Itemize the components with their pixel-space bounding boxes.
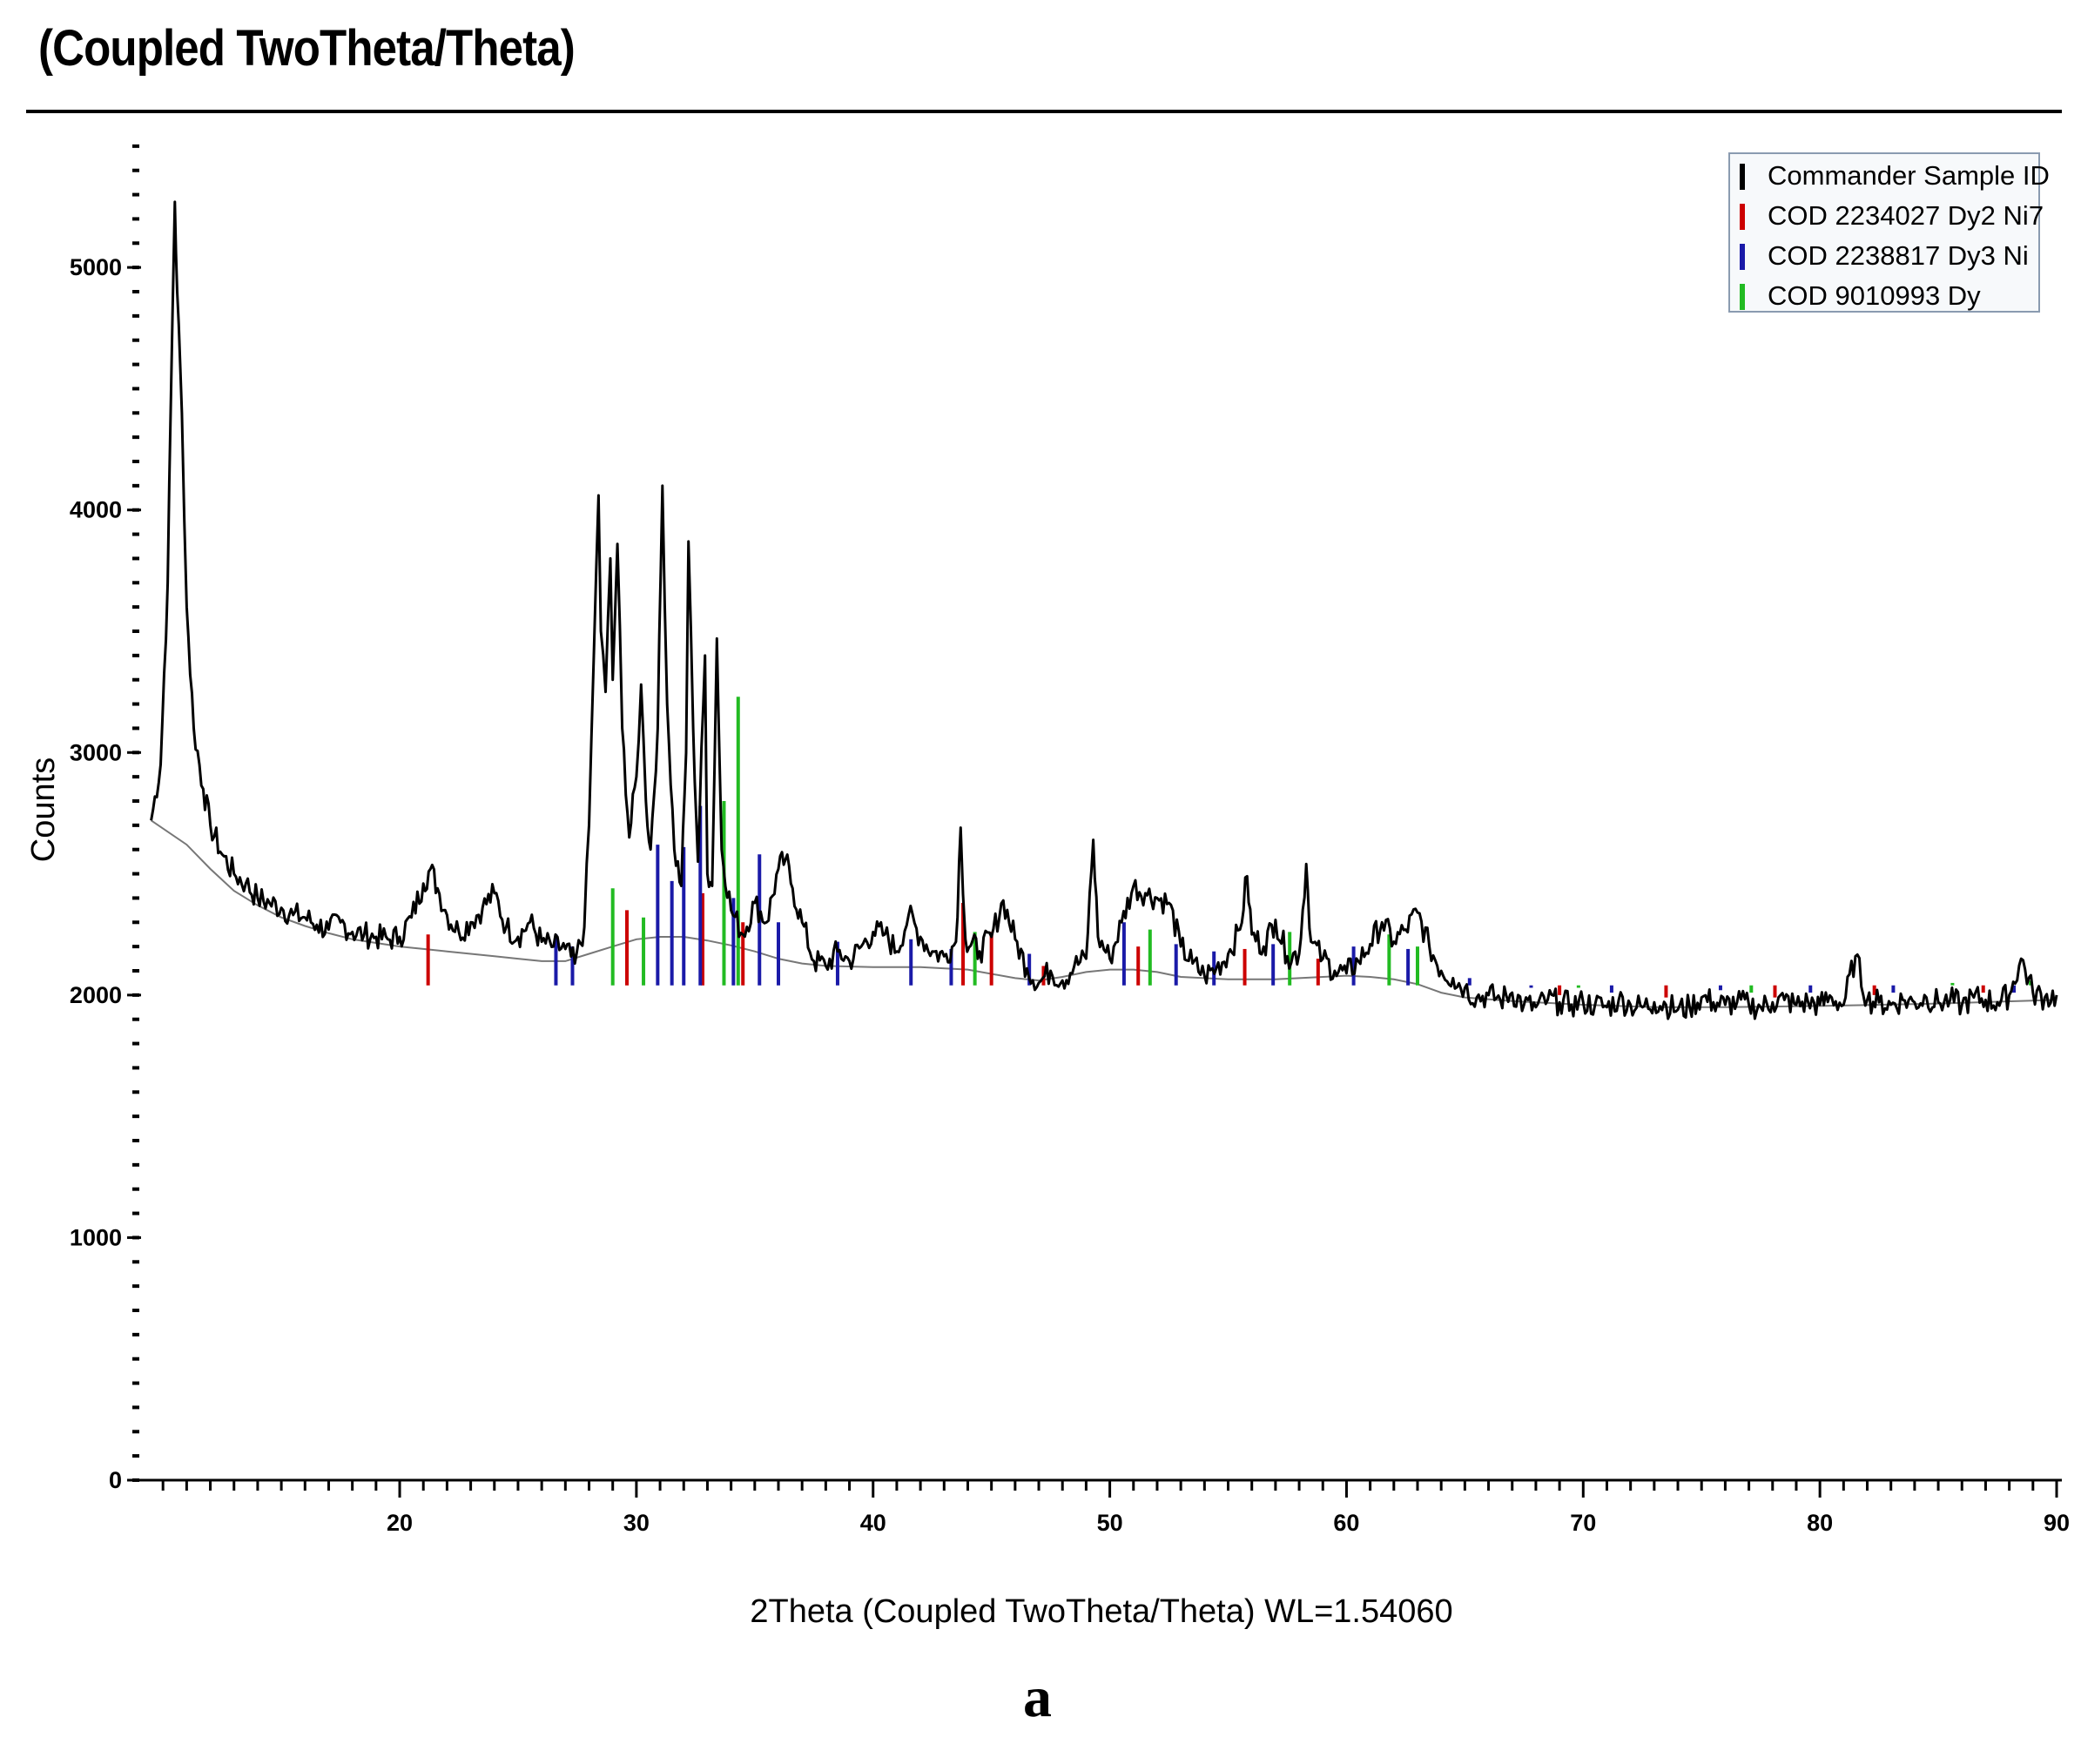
y-axis-title: Counts xyxy=(25,757,62,862)
background-curve xyxy=(151,819,2057,1008)
legend-marker xyxy=(1740,284,1745,310)
x-ticks-group: 20 30 40 50 60 70 80 90 xyxy=(161,1480,2070,1536)
y-tick-label: 1000 xyxy=(70,1224,122,1250)
x-axis-title: 2Theta (Coupled TwoTheta/Theta) WL=1.540… xyxy=(750,1593,1452,1630)
y-tick-label: 5000 xyxy=(70,254,122,280)
x-tick-label: 50 xyxy=(1097,1510,1123,1536)
legend-marker xyxy=(1740,204,1745,230)
x-tick-label: 80 xyxy=(1807,1510,1833,1536)
legend-box xyxy=(1728,152,2040,313)
legend-label: COD 9010993 Dy xyxy=(1768,280,1981,311)
legend: Commander Sample ID COD 2234027 Dy2 Ni7 CO… xyxy=(1728,152,2050,313)
x-tick-label: 70 xyxy=(1570,1510,1596,1536)
y-tick-label: 0 xyxy=(109,1467,122,1493)
legend-items: Commander Sample ID COD 2234027 Dy2 Ni7 CO… xyxy=(1740,160,2050,311)
y-ticks-group: 0 1000 2000 3000 4000 5000 xyxy=(70,144,141,1493)
measured-pattern-line xyxy=(150,200,2058,1020)
x-tick-label: 90 xyxy=(2044,1510,2070,1536)
legend-marker xyxy=(1740,244,1745,270)
title-divider xyxy=(26,110,2062,113)
measured-series-group xyxy=(150,200,2058,1020)
background-curve-group xyxy=(151,819,2057,1008)
figure-label: a xyxy=(1023,1666,1052,1729)
x-tick-label: 40 xyxy=(860,1510,886,1536)
chart-title: (Coupled TwoTheta/Theta) xyxy=(38,20,576,77)
x-tick-label: 60 xyxy=(1333,1510,1359,1536)
y-tick-label: 4000 xyxy=(70,497,122,523)
legend-label: COD 2234027 Dy2 Ni7 xyxy=(1768,200,2044,231)
y-tick-label: 2000 xyxy=(70,982,122,1008)
reference-peaks-group xyxy=(426,697,2033,998)
x-tick-label: 30 xyxy=(623,1510,650,1536)
x-tick-label: 20 xyxy=(387,1510,413,1536)
legend-marker xyxy=(1740,164,1745,190)
legend-label: Commander Sample ID xyxy=(1768,160,2050,191)
y-tick-label: 3000 xyxy=(70,739,122,765)
legend-label: COD 2238817 Dy3 Ni xyxy=(1768,240,2029,271)
